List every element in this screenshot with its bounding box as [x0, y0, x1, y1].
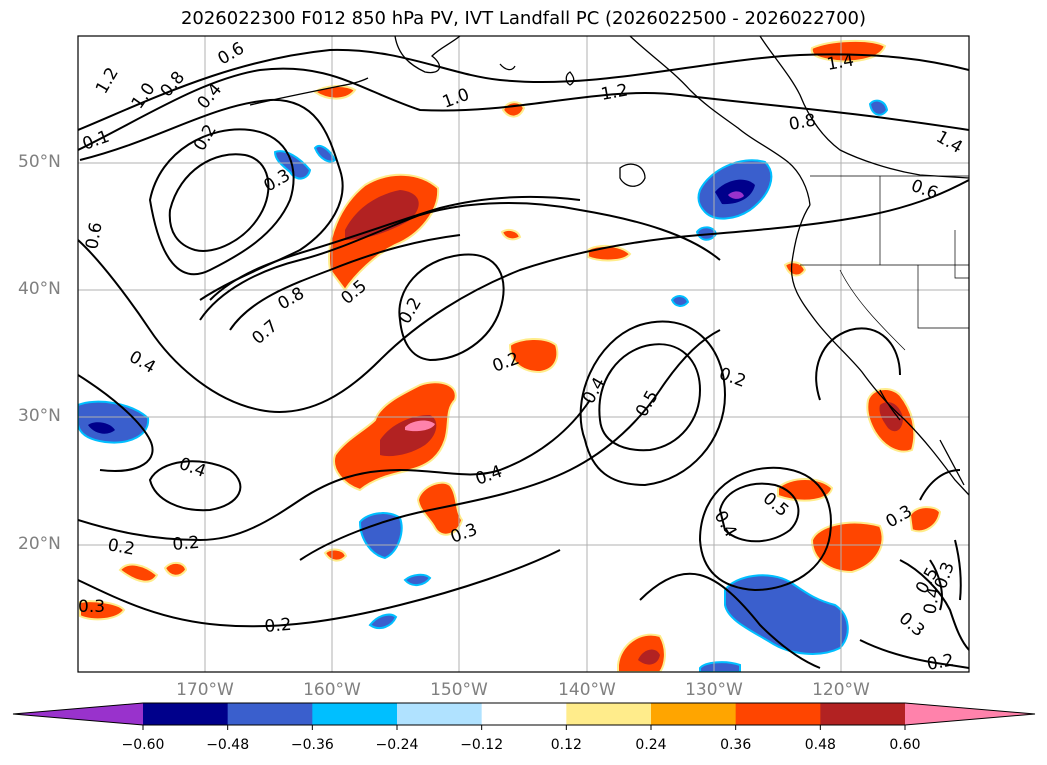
colorbar-bin	[143, 703, 229, 725]
lon-label: 120°W	[812, 680, 870, 700]
lon-label: 140°W	[558, 680, 616, 700]
colorbar-tick-label: 0.36	[720, 737, 752, 753]
pv-contour-label: 0.2	[172, 533, 201, 555]
pv-contour-label: 0.2	[264, 615, 293, 637]
pv-contour-label: 0.2	[106, 535, 136, 559]
colorbar-tick-label: −0.36	[290, 737, 334, 753]
lat-label: 30°N	[18, 406, 61, 426]
colorbar-bin	[820, 703, 906, 725]
colorbar-bin	[481, 703, 567, 725]
colorbar-tick-label: 0.24	[635, 737, 667, 753]
pc-negative-shading	[78, 99, 889, 672]
colorbar-bin	[227, 703, 313, 725]
colorbar-tick-label: 0.12	[550, 737, 582, 753]
pv-contour-label: 1.4	[825, 51, 855, 75]
pv-contour-label: 0.6	[82, 221, 106, 251]
pv-contour-label: 1.2	[599, 81, 629, 105]
pv-contour-label: 0.3	[78, 597, 105, 617]
lon-label: 130°W	[685, 680, 743, 700]
colorbar-tick-label: −0.12	[460, 737, 504, 753]
coastline	[249, 36, 969, 496]
colorbar-tick-label: 0.60	[889, 737, 921, 753]
colorbar-tick-label: −0.24	[375, 737, 419, 753]
lon-label: 170°W	[176, 680, 234, 700]
pv-contours	[78, 48, 969, 669]
lon-label: 150°W	[430, 680, 488, 700]
lat-label: 20°N	[18, 534, 61, 554]
colorbar-bins	[143, 703, 906, 725]
colorbar-tick-label: −0.60	[121, 737, 165, 753]
colorbar-overflow-triangle	[905, 703, 1035, 725]
pv-contour-label: 0.4	[920, 586, 944, 616]
colorbar-tick-marks	[142, 725, 906, 730]
graticule	[78, 36, 969, 672]
lon-label: 160°W	[303, 680, 361, 700]
colorbar-bin	[566, 703, 652, 725]
lat-label: 50°N	[18, 152, 61, 172]
map-plot-area: 1.2 1.0 0.8 0.6 0.4 0.2 0.1 0.3 0.6 1.0 …	[78, 36, 969, 675]
map-title: 2026022300 F012 850 hPa PV, IVT Landfall…	[180, 8, 867, 29]
colorbar-bin	[312, 703, 398, 725]
colorbar	[12, 702, 1036, 730]
colorbar-bin	[397, 703, 483, 725]
colorbar-tick-label: 0.48	[804, 737, 836, 753]
map-frame	[77, 35, 970, 673]
lat-label: 40°N	[18, 279, 61, 299]
colorbar-underflow-triangle	[13, 703, 143, 725]
state-borders	[800, 175, 969, 351]
pv-contour-label: 0.8	[787, 111, 817, 135]
colorbar-bin	[735, 703, 821, 725]
pv-contour-label: 0.2	[925, 651, 955, 675]
colorbar-tick-label: −0.48	[206, 737, 250, 753]
colorbar-bin	[651, 703, 737, 725]
